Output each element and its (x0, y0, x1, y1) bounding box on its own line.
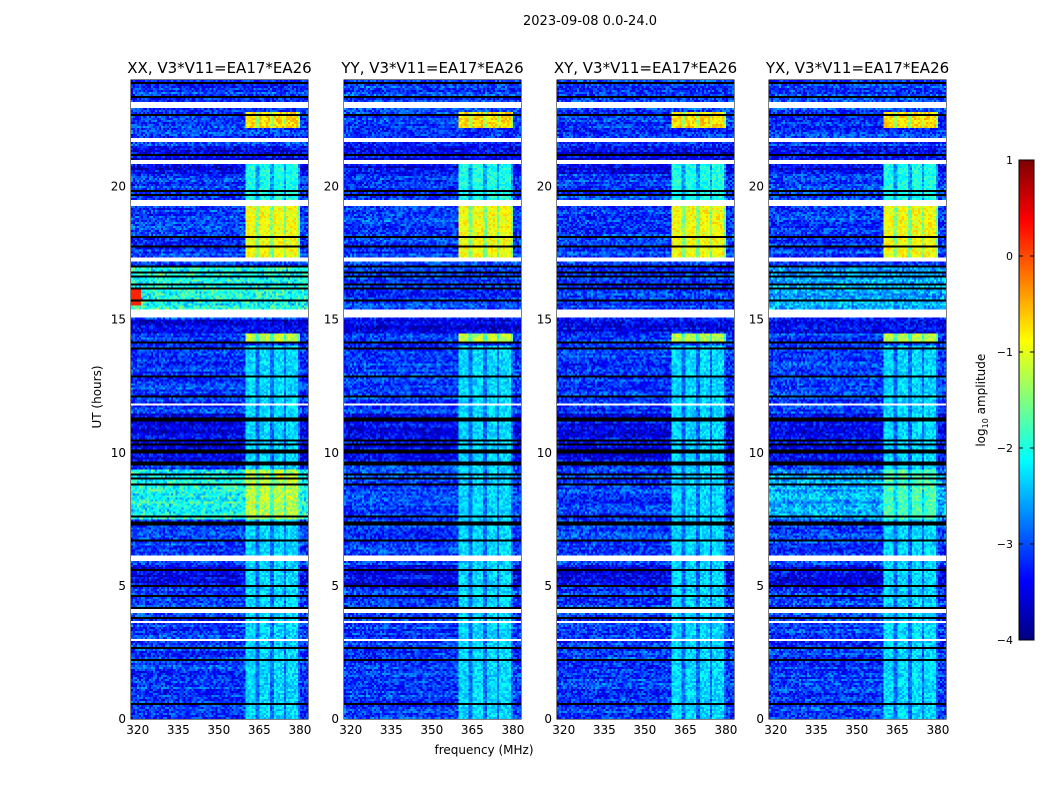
x-tick-label: 380 (926, 723, 949, 737)
colorbar-tick-label: −2 (997, 442, 1013, 455)
y-tick-label: 0 (331, 712, 339, 726)
x-tick-label: 380 (714, 723, 737, 737)
y-tick-label: 20 (537, 180, 552, 194)
figure-title: 2023-09-08 0.0-24.0 (523, 14, 657, 29)
panel-title-yx: YX, V3*V11=EA17*EA26 (765, 59, 950, 77)
y-tick-label: 0 (118, 712, 126, 726)
panel-title-xx: XX, V3*V11=EA17*EA26 (127, 59, 312, 77)
colorbar-frame (1018, 159, 1035, 641)
y-tick-label: 10 (749, 446, 764, 460)
heatmap-yx (769, 80, 946, 719)
y-tick-label: 15 (111, 313, 126, 327)
x-tick-label: 365 (248, 723, 271, 737)
y-tick-label: 15 (537, 313, 552, 327)
x-tick-label: 350 (845, 723, 868, 737)
colorbar-tick-label: −4 (997, 634, 1013, 647)
heatmap-yy (344, 80, 521, 719)
y-tick-label: 20 (749, 180, 764, 194)
x-tick-label: 335 (167, 723, 190, 737)
x-tick-label: 365 (886, 723, 909, 737)
y-tick-label: 20 (324, 180, 339, 194)
colorbar-tick-label: 0 (1006, 250, 1013, 263)
colorbar (1019, 160, 1034, 640)
x-axis-label: frequency (MHz) (434, 743, 534, 757)
y-tick-label: 0 (544, 712, 552, 726)
x-tick-label: 320 (126, 723, 149, 737)
colorbar-tick-label: −1 (997, 346, 1013, 359)
y-tick-label: 10 (537, 446, 552, 460)
x-tick-label: 350 (420, 723, 443, 737)
colorbar-tick-label: 1 (1006, 154, 1013, 167)
y-tick-label: 5 (118, 579, 126, 593)
panel-title-yy: YY, V3*V11=EA17*EA26 (341, 59, 524, 77)
y-tick-label: 5 (544, 579, 552, 593)
x-tick-label: 320 (552, 723, 575, 737)
y-tick-label: 5 (331, 579, 339, 593)
x-tick-label: 365 (674, 723, 697, 737)
panel-title-xy: XY, V3*V11=EA17*EA26 (553, 59, 738, 77)
y-tick-label: 15 (324, 313, 339, 327)
y-tick-label: 10 (111, 446, 126, 460)
heatmap-xx (131, 80, 308, 719)
x-tick-label: 335 (380, 723, 403, 737)
x-tick-label: 335 (593, 723, 616, 737)
x-tick-label: 350 (207, 723, 230, 737)
x-tick-label: 320 (339, 723, 362, 737)
y-tick-label: 0 (756, 712, 764, 726)
y-tick-label: 15 (749, 313, 764, 327)
x-tick-label: 335 (805, 723, 828, 737)
colorbar-tick-label: −3 (997, 538, 1013, 551)
x-tick-label: 350 (633, 723, 656, 737)
x-tick-label: 380 (288, 723, 311, 737)
x-tick-label: 320 (764, 723, 787, 737)
heatmap-xy (557, 80, 734, 719)
x-tick-label: 365 (461, 723, 484, 737)
y-tick-label: 5 (756, 579, 764, 593)
y-tick-label: 20 (111, 180, 126, 194)
x-tick-label: 380 (501, 723, 524, 737)
y-tick-label: 10 (324, 446, 339, 460)
